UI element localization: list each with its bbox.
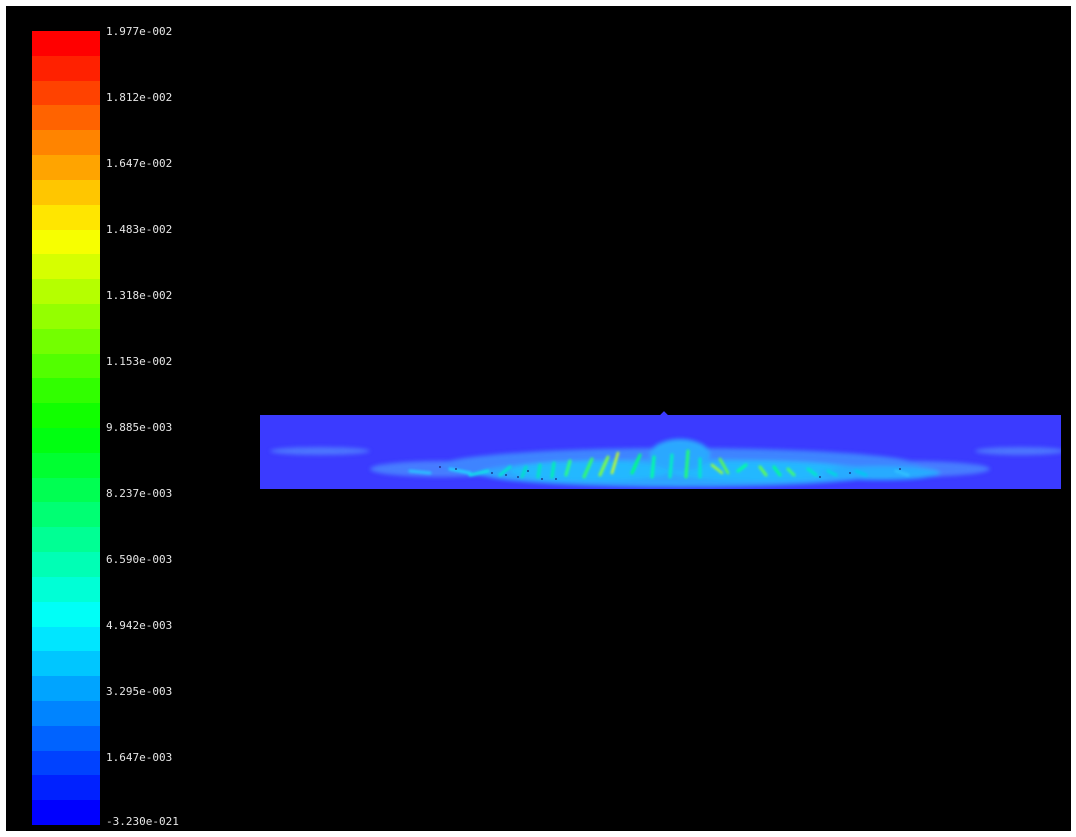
legend-color-band [32,775,100,801]
legend-color-band [32,502,100,528]
legend-color-band [32,155,100,180]
legend-label: 4.942e-003 [106,619,173,632]
legend-color-band [32,477,100,503]
legend-label: 1.483e-002 [106,223,173,236]
legend-color-band [32,254,100,280]
legend-color-band [32,403,100,428]
legend-color-band [32,452,100,478]
legend-label: 1.318e-002 [106,289,173,302]
color-legend-bar [32,31,100,825]
contour-plot-domain[interactable] [260,411,1061,489]
legend-color-band [32,179,100,205]
legend-color-band [32,229,100,255]
legend-color-band [32,601,100,627]
legend-label: 3.295e-003 [106,685,173,698]
legend-color-band [32,55,100,81]
legend-color-band [32,80,100,106]
legend-label-max: 1.977e-002 [106,25,173,38]
legend-color-band [32,626,100,652]
legend-label: 1.647e-002 [106,157,173,170]
legend-color-band [32,428,100,453]
legend-color-band [32,527,100,553]
legend-label-min: -3.230e-021 [106,815,179,828]
legend-label: 1.153e-002 [106,355,173,368]
graphics-viewport[interactable]: 1.977e-002 1.812e-002 1.647e-002 1.483e-… [6,6,1071,831]
legend-color-band [32,31,100,56]
legend-label: 1.647e-003 [106,751,173,764]
legend-color-band [32,552,100,577]
legend-color-band [32,700,100,726]
legend-color-band [32,378,100,404]
legend-color-band [32,651,100,677]
legend-color-band [32,353,100,379]
legend-color-band [32,204,100,230]
legend-color-band [32,130,100,156]
legend-color-band [32,303,100,329]
legend-color-band [32,800,100,825]
legend-color-band [32,750,100,776]
legend-color-band [32,105,100,131]
legend-label: 9.885e-003 [106,421,173,434]
legend-color-band [32,328,100,354]
legend-color-band [32,725,100,751]
legend-label: 6.590e-003 [106,553,173,566]
legend-label: 1.812e-002 [106,91,173,104]
legend-color-band [32,279,100,304]
legend-color-band [32,676,100,701]
legend-color-band [32,576,100,602]
legend-label: 8.237e-003 [106,487,173,500]
